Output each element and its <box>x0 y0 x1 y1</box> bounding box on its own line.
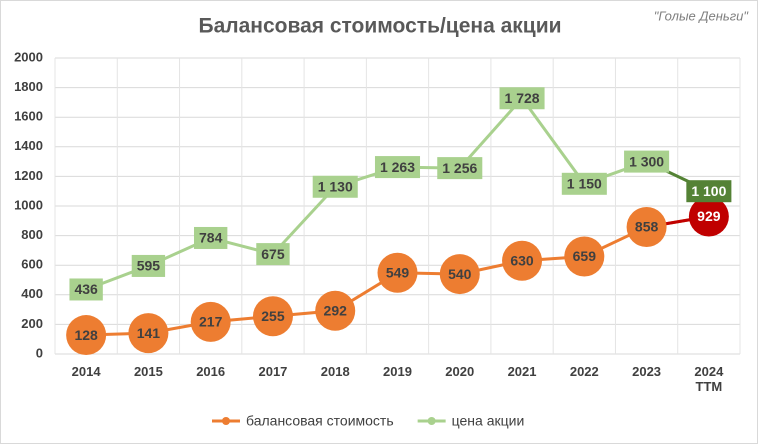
x-tick-label: 2023 <box>632 364 662 379</box>
x-tick-label: 2021 <box>507 364 537 379</box>
marker <box>624 150 670 173</box>
data-label-group: 1 256 <box>437 157 483 180</box>
marker <box>66 315 107 356</box>
data-label: 1 150 <box>567 176 602 192</box>
data-label: 141 <box>137 325 161 341</box>
data-label-group: 1 150 <box>561 172 607 195</box>
data-label: 595 <box>137 258 161 274</box>
data-label: 436 <box>74 281 98 297</box>
data-label: 128 <box>74 327 98 343</box>
data-label: 659 <box>573 248 597 264</box>
data-label-group: 1 728 <box>499 87 545 110</box>
x-tick-label: 2020 <box>445 364 475 379</box>
y-tick-label: 200 <box>21 316 43 331</box>
marker <box>256 243 290 266</box>
marker <box>561 172 607 195</box>
data-label: 549 <box>386 264 410 280</box>
data-label: 1 300 <box>629 153 664 169</box>
data-label: 292 <box>324 302 348 318</box>
marker <box>377 252 418 293</box>
y-tick-label: 1800 <box>14 79 43 94</box>
marker <box>437 157 483 180</box>
y-tick-label: 1600 <box>14 109 43 124</box>
marker <box>190 301 231 342</box>
data-label-group: 595 <box>131 254 166 277</box>
y-tick-label: 800 <box>21 227 43 242</box>
data-label: 217 <box>199 314 223 330</box>
data-label: 540 <box>448 266 472 282</box>
data-label: 1 728 <box>505 90 540 106</box>
data-label-group: 1 263 <box>374 156 421 179</box>
marker <box>312 175 358 198</box>
marker <box>626 207 667 248</box>
data-label-group: 675 <box>256 243 290 266</box>
data-label: 675 <box>261 246 285 262</box>
marker <box>686 180 732 203</box>
marker <box>439 254 480 295</box>
x-tick-label: 2018 <box>320 364 350 379</box>
data-label-group: 1 300 <box>624 150 670 173</box>
x-tick-label: 2017 <box>258 364 288 379</box>
data-label: 1 263 <box>380 159 415 175</box>
y-tick-label: 2000 <box>14 49 43 64</box>
data-label: 255 <box>261 308 285 324</box>
legend-label: балансовая стоимость <box>246 413 394 429</box>
marker <box>502 240 543 281</box>
legend-label: цена акции <box>452 413 525 429</box>
x-tick-label: 2015 <box>133 364 163 379</box>
legend-marker <box>427 417 436 425</box>
marker <box>131 254 166 277</box>
marker <box>252 296 293 337</box>
y-tick-label: 600 <box>21 257 43 272</box>
marker <box>315 290 356 331</box>
data-label: 1 256 <box>442 160 477 176</box>
y-tick-label: 400 <box>21 286 43 301</box>
data-label-group: 436 <box>69 278 103 301</box>
data-label: 630 <box>510 252 534 268</box>
legend-marker <box>222 417 230 425</box>
chart-title: Балансовая стоимость/цена акции <box>198 15 561 38</box>
y-tick-label: 1400 <box>14 138 43 153</box>
marker <box>194 226 228 249</box>
data-label-group: 784 <box>194 226 228 249</box>
marker <box>69 278 103 301</box>
data-label: 1 100 <box>691 183 726 199</box>
y-tick-label: 1000 <box>14 197 43 212</box>
marker <box>499 87 545 110</box>
marker <box>564 236 605 277</box>
data-label: 784 <box>199 230 223 246</box>
x-tick-label: 2016 <box>196 364 226 379</box>
marker <box>128 313 169 354</box>
x-tick-label: 2024 TTM <box>694 364 724 394</box>
x-tick-label: 2014 <box>71 364 101 379</box>
data-label-group: 1 100 <box>686 180 732 203</box>
data-label: 1 130 <box>318 178 353 194</box>
watermark: "Голые Деньги" <box>654 8 750 23</box>
data-label-group: 1 130 <box>312 175 358 198</box>
x-tick-label: 2019 <box>383 364 412 379</box>
y-tick-label: 0 <box>36 345 43 360</box>
marker <box>374 156 421 179</box>
x-tick-label: 2022 <box>569 364 599 379</box>
data-label: 858 <box>635 219 659 235</box>
data-label: 929 <box>697 208 721 224</box>
marker <box>688 196 729 237</box>
y-tick-label: 1200 <box>14 168 43 183</box>
